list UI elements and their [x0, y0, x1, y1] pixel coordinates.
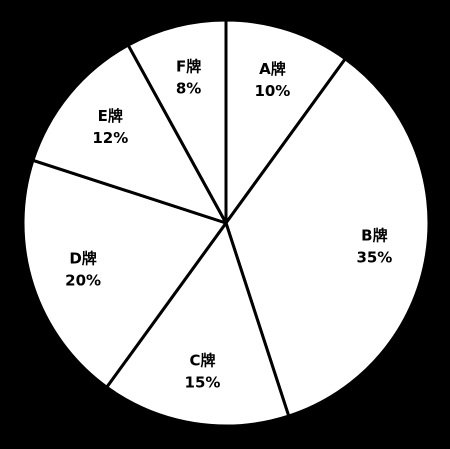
slice-category-label: C牌	[189, 351, 215, 369]
pie-labels: A牌 10% B牌 35% C牌 15% D牌 20% E牌 12% F牌 8%	[65, 58, 392, 392]
slice-value-label: 10%	[254, 82, 290, 100]
slice-value-label: 35%	[356, 249, 392, 267]
slice-value-label: 8%	[176, 80, 201, 98]
pie-slices	[21, 18, 431, 428]
slice-value-label: 15%	[185, 373, 221, 391]
slice-category-label: E牌	[98, 107, 123, 125]
slice-category-label: B牌	[361, 227, 387, 245]
slice-value-label: 12%	[92, 129, 128, 147]
pie-slice-5	[31, 43, 228, 225]
pie-slice-3	[105, 221, 291, 428]
pie-slice-4	[21, 158, 228, 389]
slice-category-label: F牌	[176, 58, 201, 76]
slice-category-label: D牌	[69, 249, 96, 267]
slice-category-label: A牌	[259, 60, 286, 78]
pie-slice-1	[224, 18, 347, 225]
pie-slice-2	[224, 57, 431, 418]
slice-value-label: 20%	[65, 271, 101, 289]
pie-slice-6	[126, 18, 228, 225]
